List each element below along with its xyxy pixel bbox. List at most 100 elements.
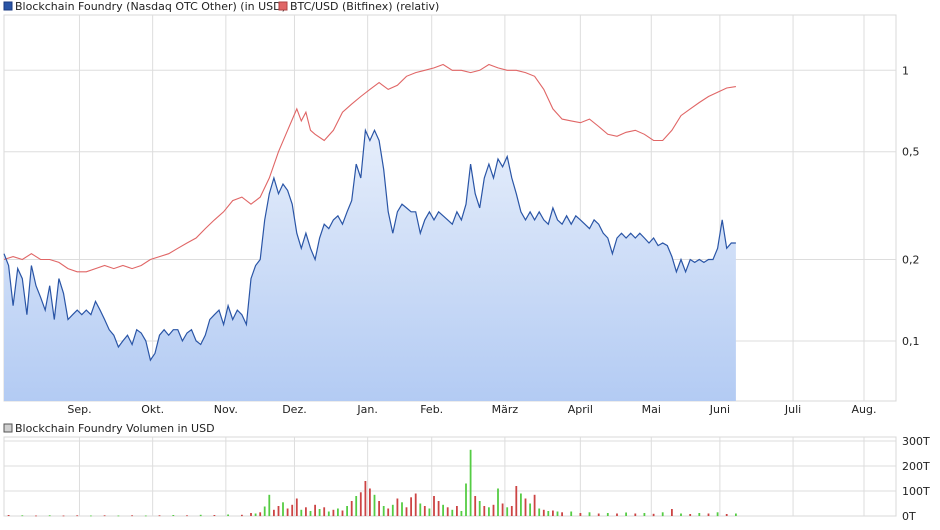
volume-y-tick-label: 300T bbox=[902, 435, 930, 448]
y-tick-label: 0,5 bbox=[902, 146, 920, 159]
x-tick-label-nov: Nov. bbox=[214, 403, 238, 416]
volume-bar bbox=[698, 513, 701, 516]
volume-bar bbox=[529, 503, 531, 516]
volume-bar bbox=[327, 511, 330, 516]
volume-legend: Blockchain Foundry Volumen in USD bbox=[3, 422, 215, 435]
volume-bar bbox=[318, 509, 321, 516]
x-tick-label-mai: Mai bbox=[642, 403, 661, 416]
volume-bar bbox=[634, 513, 637, 516]
volume-bar bbox=[501, 503, 504, 516]
legend-swatch-btc-usd bbox=[278, 1, 288, 11]
volume-bar bbox=[314, 504, 316, 517]
volume-bar bbox=[588, 512, 591, 517]
volume-bar bbox=[103, 515, 106, 517]
volume-bar bbox=[355, 496, 358, 516]
volume-bar bbox=[414, 493, 417, 516]
legend-swatch-blockchain-foundry bbox=[3, 1, 13, 11]
y-tick-label: 1 bbox=[902, 64, 909, 77]
volume-bar bbox=[579, 513, 582, 516]
volume-bar bbox=[661, 512, 664, 517]
volume-bar bbox=[433, 496, 435, 516]
legend-label-blockchain-foundry: Blockchain Foundry (Nasdaq OTC Other) (i… bbox=[15, 0, 286, 13]
volume-bar bbox=[382, 506, 385, 516]
volume-bar bbox=[542, 509, 545, 517]
volume-bars bbox=[7, 449, 737, 517]
volume-bar bbox=[488, 507, 490, 517]
volume-bar bbox=[90, 515, 92, 517]
volume-bar bbox=[735, 513, 737, 516]
volume-bar bbox=[341, 510, 344, 516]
volume-bar bbox=[241, 514, 243, 517]
volume-bar bbox=[378, 501, 380, 516]
volume-bar bbox=[35, 515, 37, 517]
volume-bar bbox=[254, 513, 257, 516]
volume-bar bbox=[428, 508, 431, 516]
volume-bar bbox=[305, 507, 307, 517]
volume-bar bbox=[291, 504, 294, 517]
volume-bar bbox=[21, 515, 24, 517]
y-tick-label: 0,1 bbox=[902, 335, 920, 348]
volume-bar bbox=[263, 506, 266, 516]
volume-bar bbox=[437, 501, 440, 516]
blockchain-foundry-line bbox=[3, 127, 736, 362]
volume-bar bbox=[364, 481, 367, 516]
x-tick-label-okt: Okt. bbox=[141, 403, 164, 416]
volume-y-tick-label: 200T bbox=[902, 460, 930, 473]
volume-bar bbox=[172, 515, 175, 516]
volume-bar bbox=[547, 511, 550, 516]
volume-bar bbox=[346, 506, 348, 516]
volume-bar bbox=[474, 496, 477, 516]
price-legend: Blockchain Foundry (Nasdaq OTC Other) (i… bbox=[3, 0, 439, 13]
volume-bar bbox=[520, 493, 522, 516]
volume-bar bbox=[410, 497, 412, 517]
volume-bar bbox=[606, 513, 609, 516]
volume-bar bbox=[277, 506, 280, 516]
volume-bar bbox=[446, 507, 449, 517]
volume-bar bbox=[396, 498, 399, 516]
x-tick-label-sep: Sep. bbox=[67, 403, 91, 416]
volume-bar bbox=[186, 515, 188, 517]
volume-bar bbox=[478, 501, 481, 516]
volume-bar bbox=[442, 504, 444, 517]
volume-bar bbox=[350, 501, 353, 516]
volume-bar bbox=[533, 494, 536, 517]
volume-bar bbox=[506, 507, 509, 517]
volume-bar bbox=[625, 512, 627, 516]
volume-bar bbox=[323, 507, 326, 517]
x-tick-label-april: April bbox=[568, 403, 593, 416]
volume-bar bbox=[213, 515, 216, 516]
volume-bar bbox=[300, 509, 303, 517]
legend-label-volume: Blockchain Foundry Volumen in USD bbox=[15, 422, 215, 435]
volume-bar bbox=[671, 509, 673, 516]
volume-bar bbox=[497, 488, 499, 516]
volume-bar bbox=[282, 502, 284, 517]
volume-bar bbox=[552, 510, 554, 516]
volume-bar bbox=[524, 498, 527, 516]
volume-bar bbox=[295, 498, 298, 516]
volume-y-tick-label: 0T bbox=[902, 510, 916, 523]
volume-bar bbox=[419, 503, 422, 516]
volume-bar bbox=[62, 515, 65, 517]
volume-bar bbox=[332, 509, 335, 517]
volume-bar bbox=[492, 504, 495, 517]
volume-bar bbox=[391, 504, 394, 517]
volume-bar bbox=[309, 511, 312, 516]
volume-bar bbox=[451, 509, 454, 517]
volume-bar bbox=[250, 513, 252, 516]
volume-bar bbox=[716, 512, 719, 517]
x-tick-label-juli: Juli bbox=[784, 403, 801, 416]
volume-grid bbox=[4, 437, 896, 516]
volume-bar bbox=[405, 507, 408, 517]
volume-y-axis: 300T 200T 100T 0T bbox=[902, 435, 930, 523]
volume-bar bbox=[561, 512, 563, 517]
x-tick-label-juni: Juni bbox=[709, 403, 730, 416]
volume-bar bbox=[158, 515, 161, 517]
volume-bar bbox=[48, 515, 51, 517]
volume-bar bbox=[7, 515, 10, 516]
volume-bar bbox=[199, 514, 202, 517]
x-axis: Sep. Okt. Nov. Dez. Jan. Feb. März April Mai Juni… bbox=[67, 403, 876, 416]
volume-panel: 300T 200T 100T 0T bbox=[3, 435, 930, 523]
volume-bar bbox=[273, 509, 275, 517]
